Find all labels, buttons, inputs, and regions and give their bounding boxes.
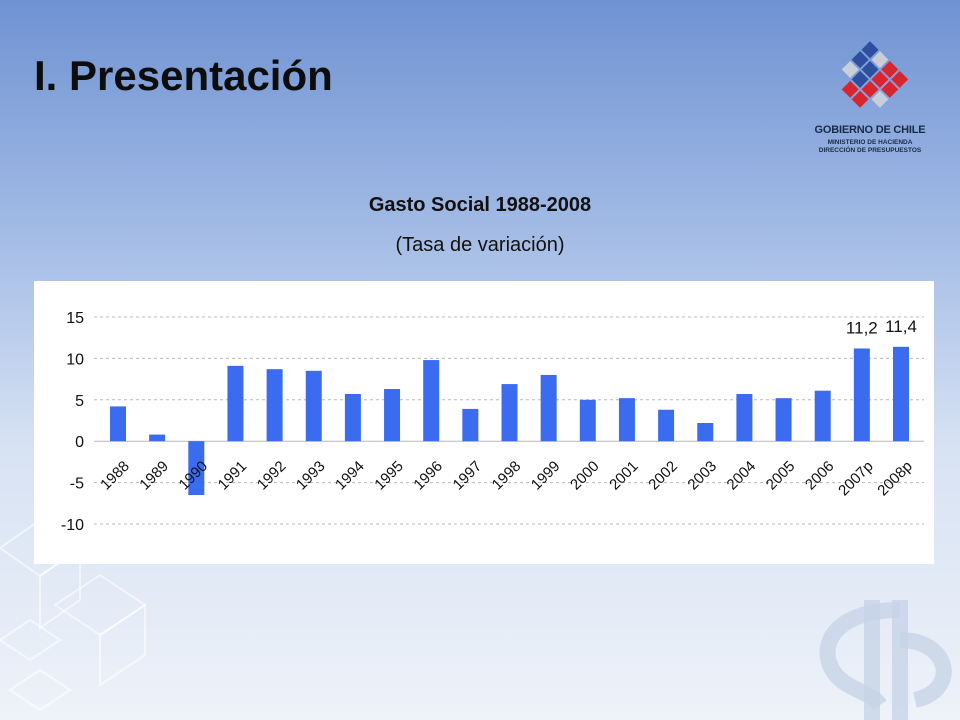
watermark-dollar-icon <box>819 600 952 720</box>
bar <box>540 374 557 442</box>
x-tick-label: 2001 <box>606 458 642 494</box>
bar <box>188 441 205 496</box>
bar <box>462 408 479 442</box>
y-tick-label: -10 <box>61 517 84 534</box>
x-tick-label: 2008p <box>874 458 916 500</box>
x-tick-label: 2005 <box>763 458 799 494</box>
bar <box>775 398 792 442</box>
bar <box>384 389 401 442</box>
logo-text-line3: DIRECCIÓN DE PRESUPUESTOS <box>818 147 922 154</box>
x-tick-label: 1995 <box>371 458 407 494</box>
slide-title: I. Presentación <box>34 52 333 99</box>
x-tick-label: 1996 <box>410 458 446 494</box>
x-tick-label: 1999 <box>528 458 564 494</box>
bar <box>149 434 166 442</box>
bar <box>110 406 126 442</box>
data-label: 11,2 <box>846 318 878 337</box>
y-tick-label: 5 <box>75 393 84 410</box>
y-tick-label: 15 <box>66 310 84 327</box>
bar <box>305 370 322 442</box>
x-tick-label: 2002 <box>645 458 681 494</box>
bar <box>853 348 870 442</box>
bar <box>227 365 244 442</box>
logo-text-gobierno: GOBIERNO DE CHILE <box>814 124 926 136</box>
x-tick-label: 1989 <box>136 458 172 494</box>
x-tick-label: 1993 <box>293 458 329 494</box>
x-tick-label: 2007p <box>835 458 877 500</box>
bar <box>618 398 635 442</box>
x-tick-label: 2000 <box>567 458 603 494</box>
x-tick-label: 2006 <box>802 458 838 494</box>
x-tick-label: 1994 <box>332 458 368 494</box>
bar <box>501 384 518 442</box>
bar <box>423 360 440 442</box>
y-tick-label: 0 <box>75 434 84 451</box>
x-tick-label: 2004 <box>724 458 760 494</box>
bar <box>814 390 831 442</box>
x-tick-label: 1991 <box>215 458 251 494</box>
chart-title: Gasto Social 1988-2008 <box>368 194 592 216</box>
logo-text-ministerio: MINISTERIO DE HACIENDA DIRECCIÓN DE PRES… <box>808 139 932 155</box>
gobierno-de-chile-logo <box>841 41 909 108</box>
x-tick-label: 1988 <box>97 458 133 494</box>
chart-panel: -10 -5 0 5 10 15 1988 1989 1990 1991 1992 1993 1994 1… <box>34 281 934 564</box>
data-label: 11,4 <box>885 317 917 336</box>
x-tick-label: 2003 <box>684 458 720 494</box>
x-tick-label: 1997 <box>450 458 486 494</box>
x-tick-label: 1992 <box>254 458 290 494</box>
logo-text-line2: MINISTERIO DE HACIENDA <box>827 139 913 146</box>
bar <box>736 394 753 442</box>
y-tick-label: 10 <box>66 351 84 368</box>
bar <box>266 369 283 442</box>
bar <box>893 346 909 442</box>
bar <box>579 399 596 442</box>
bar <box>344 394 361 442</box>
x-tick-label: 1998 <box>489 458 525 494</box>
bar <box>697 422 714 442</box>
y-tick-label: -5 <box>70 476 84 493</box>
bar <box>658 409 675 442</box>
chart-subtitle: (Tasa de variación) <box>395 234 565 256</box>
